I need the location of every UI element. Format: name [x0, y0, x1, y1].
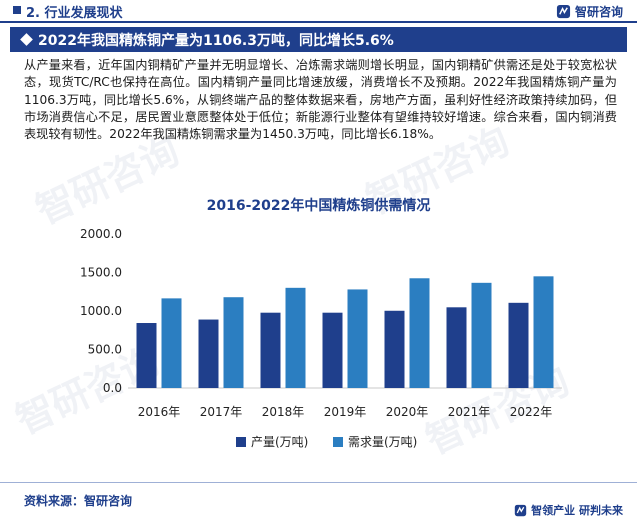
top-accent-line [0, 21, 637, 23]
legend-label: 需求量(万吨) [348, 435, 417, 449]
section-title: 2. 行业发展现状 [26, 6, 123, 21]
bar-production [322, 312, 343, 388]
bar-demand [223, 297, 244, 388]
y-tick-label: 1500.0 [80, 266, 122, 280]
bar-demand [161, 298, 182, 388]
bar-production [446, 307, 467, 388]
bar-production [136, 323, 157, 388]
x-tick-label: 2017年 [200, 405, 243, 419]
legend-swatch [236, 437, 246, 447]
logo: 智研咨询 [556, 3, 623, 20]
y-tick-label: 500.0 [88, 343, 122, 357]
logo-icon [514, 504, 527, 516]
diamond-icon [20, 33, 33, 46]
bar-production [198, 319, 219, 388]
section-marker [13, 6, 21, 14]
x-tick-label: 2016年 [138, 405, 181, 419]
x-tick-label: 2021年 [448, 405, 491, 419]
bar-chart: 0.0 500.0 1000.0 1500.0 2000.0 2016年 2017年 2018… [80, 227, 562, 449]
logo-icon [556, 4, 571, 19]
x-tick-label: 2022年 [510, 405, 553, 419]
x-tick-label: 2020年 [386, 405, 429, 419]
bar-demand [533, 276, 554, 388]
bar-production [260, 312, 281, 388]
logo-text: 智研咨询 [574, 5, 623, 19]
bar-demand [285, 287, 306, 388]
x-tick-label: 2018年 [262, 405, 305, 419]
bar-demand [471, 282, 492, 388]
slogan: 智领产业 研判未来 [514, 502, 623, 518]
bar-production [384, 310, 405, 388]
legend-swatch [333, 437, 343, 447]
y-tick-label: 2000.0 [80, 227, 122, 241]
x-tick-label: 2019年 [324, 405, 367, 419]
legend-label: 产量(万吨) [251, 435, 308, 449]
body-paragraph: 从产量来看，近年国内铜精矿产量并无明显增长、冶炼需求端则增长明显，国内铜精矿供需… [24, 58, 617, 142]
slogan-text: 智领产业 研判未来 [531, 504, 623, 517]
y-tick-label: 0.0 [103, 381, 122, 395]
headline-text: 2022年我国精炼铜产量为1106.3万吨，同比增长5.6% [38, 33, 394, 49]
y-tick-label: 1000.0 [80, 304, 122, 318]
footer-divider [0, 482, 637, 483]
headline-bar: 2022年我国精炼铜产量为1106.3万吨，同比增长5.6% [10, 27, 627, 52]
top-bar: 2. 行业发展现状 智研咨询 [0, 0, 637, 24]
source-text: 资料来源：智研咨询 [24, 494, 133, 508]
bar-demand [347, 289, 368, 388]
chart-title: 2016-2022年中国精炼铜供需情况 [206, 198, 431, 214]
bar-production [508, 302, 529, 388]
bar-demand [409, 278, 430, 388]
